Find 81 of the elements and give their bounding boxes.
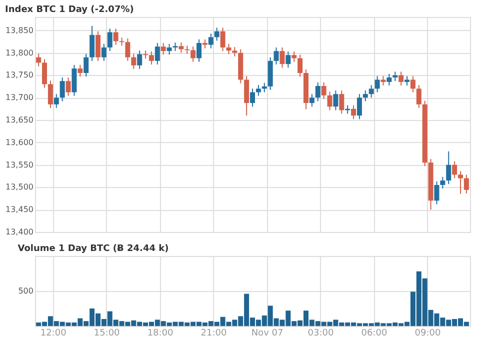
candlestick bbox=[42, 58, 48, 88]
candlestick bbox=[137, 50, 142, 70]
x-tick-label: 18:00 bbox=[147, 328, 174, 338]
candlestick bbox=[410, 76, 416, 93]
candlestick bbox=[196, 38, 202, 62]
candlestick bbox=[72, 64, 77, 96]
candlestick bbox=[90, 25, 95, 62]
candlestick bbox=[458, 170, 463, 194]
candlestick bbox=[101, 43, 106, 62]
candlestick bbox=[333, 90, 338, 111]
x-tick-label: 09:00 bbox=[414, 328, 441, 338]
y-tick-label: 13,850 bbox=[6, 26, 34, 35]
candlestick bbox=[244, 76, 250, 116]
candlestick bbox=[362, 90, 368, 102]
candlestick bbox=[95, 30, 100, 62]
y-tick-label: 13,600 bbox=[6, 138, 34, 147]
candlestick bbox=[250, 88, 255, 108]
candlestick bbox=[416, 84, 422, 108]
y-tick-label: 13,450 bbox=[6, 205, 34, 214]
candlestick bbox=[190, 46, 196, 62]
x-tick-label: 15:00 bbox=[94, 328, 120, 338]
candlestick bbox=[148, 50, 154, 65]
candlestick bbox=[220, 27, 226, 52]
candlestick bbox=[166, 43, 172, 56]
y-tick-label: 13,650 bbox=[6, 116, 34, 125]
candlestick bbox=[327, 91, 332, 111]
candlestick bbox=[54, 94, 59, 108]
candlestick bbox=[351, 104, 356, 120]
candlestick bbox=[125, 38, 130, 62]
candlestick bbox=[48, 80, 53, 108]
candlestick bbox=[368, 84, 374, 98]
candlestick bbox=[232, 46, 238, 57]
candlestick bbox=[178, 42, 184, 54]
candlestick bbox=[380, 76, 386, 86]
chart-title: Index BTC 1 Day (-2.07%) bbox=[5, 5, 134, 15]
x-tick-label: 12:00 bbox=[40, 328, 67, 338]
x-tick-label: 21:00 bbox=[200, 328, 228, 338]
y-tick-label: 500 bbox=[18, 286, 34, 296]
candlestick bbox=[464, 174, 469, 194]
y-tick-label: 13,750 bbox=[6, 70, 34, 80]
candlestick bbox=[208, 33, 214, 49]
candlestick bbox=[84, 53, 89, 78]
y-tick-label: 13,700 bbox=[6, 93, 34, 102]
chart-title: Volume 1 Day BTC (Ƀ 24.44 k) bbox=[18, 244, 169, 254]
candlestick bbox=[356, 94, 362, 120]
candlestick bbox=[286, 50, 291, 68]
candlestick bbox=[321, 82, 326, 100]
x-tick-label: 03:00 bbox=[308, 328, 334, 338]
y-tick-label: 13,400 bbox=[6, 228, 34, 236]
x-tick-label: Nov 07 bbox=[251, 328, 284, 338]
x-tick-label: 06:00 bbox=[361, 328, 388, 338]
y-tick-label: 13,550 bbox=[6, 160, 34, 170]
candlestick bbox=[398, 71, 404, 86]
y-tick-label: 13,800 bbox=[6, 48, 34, 58]
candlestick bbox=[78, 64, 83, 78]
candlestick bbox=[404, 76, 410, 86]
candlestick bbox=[154, 42, 160, 65]
candlestick bbox=[315, 82, 320, 102]
candlestick bbox=[274, 46, 279, 65]
candlestick bbox=[392, 71, 398, 82]
candlestick bbox=[452, 160, 458, 179]
candlestick bbox=[113, 28, 118, 46]
candlestick bbox=[107, 28, 112, 52]
candlestick bbox=[214, 27, 220, 42]
candlestick bbox=[60, 76, 65, 102]
candlestick bbox=[160, 42, 166, 56]
candlestick bbox=[309, 94, 314, 108]
candlestick bbox=[66, 76, 71, 96]
candlestick bbox=[256, 84, 261, 96]
candlestick bbox=[339, 90, 344, 114]
candlestick bbox=[446, 150, 452, 185]
candlestick bbox=[292, 50, 297, 62]
candlestick bbox=[386, 73, 392, 86]
candlestick bbox=[298, 54, 303, 78]
candlestick bbox=[280, 46, 285, 68]
y-tick-label: 13,500 bbox=[6, 182, 34, 192]
candlestick bbox=[434, 180, 440, 205]
candlestick bbox=[440, 176, 446, 190]
candlestick bbox=[131, 53, 136, 70]
candlestick bbox=[226, 43, 232, 55]
candlestick bbox=[374, 76, 380, 93]
